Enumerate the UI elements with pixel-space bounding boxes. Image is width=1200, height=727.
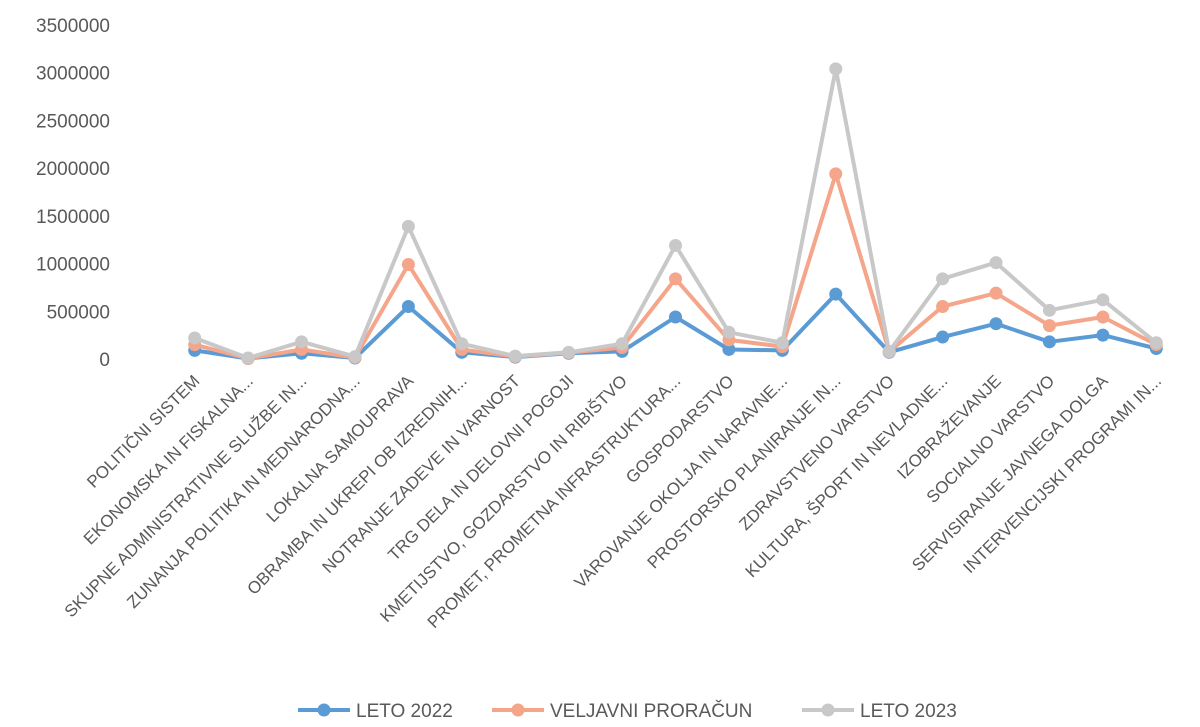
data-point bbox=[1042, 303, 1056, 317]
data-point bbox=[669, 272, 682, 286]
data-point bbox=[989, 256, 1003, 270]
legend: LETO 2022 VELJAVNI PRORAČUN LETO 2023 bbox=[298, 700, 957, 722]
y-tick-label: 2000000 bbox=[36, 159, 110, 180]
data-point bbox=[669, 310, 682, 324]
data-point bbox=[775, 336, 789, 350]
legend-label-0: LETO 2022 bbox=[356, 701, 453, 722]
y-tick-label: 2500000 bbox=[36, 111, 110, 132]
data-point bbox=[989, 317, 1003, 331]
data-point bbox=[1042, 319, 1056, 333]
legend-label-2: LETO 2023 bbox=[860, 701, 957, 722]
data-point bbox=[1149, 336, 1163, 350]
series-layer bbox=[188, 62, 1163, 366]
x-tick-label: SKUPNE ADMINISTRATIVNE SLUŽBE IN... bbox=[61, 371, 311, 621]
x-tick-label: PROMET, PROMETNA INFRASTRUKTURA... bbox=[424, 371, 685, 632]
data-point bbox=[722, 342, 736, 356]
data-point bbox=[936, 330, 950, 344]
x-tick-label: NOTRANJE ZADEVE IN VARNOST bbox=[318, 371, 524, 577]
legend-marker-1 bbox=[511, 703, 525, 717]
y-tick-label: 1000000 bbox=[36, 255, 110, 276]
data-point bbox=[241, 351, 255, 365]
y-tick-label: 3000000 bbox=[36, 64, 110, 85]
legend-marker-0 bbox=[317, 703, 331, 717]
data-point bbox=[882, 344, 896, 358]
data-point bbox=[562, 345, 576, 359]
data-point bbox=[669, 238, 682, 252]
y-axis: 0 500000 1000000 1500000 2000000 2500000 30000… bbox=[36, 16, 110, 371]
data-point bbox=[1096, 293, 1110, 307]
data-point bbox=[829, 62, 843, 76]
data-point bbox=[1096, 328, 1110, 342]
data-point bbox=[829, 167, 843, 181]
y-tick-label: 1500000 bbox=[36, 207, 110, 228]
data-point bbox=[1042, 335, 1056, 349]
data-point bbox=[401, 300, 415, 314]
data-point bbox=[722, 325, 736, 339]
data-point bbox=[936, 272, 950, 286]
x-tick-label: INTERVENCIJSKI PROGRAMI IN... bbox=[960, 371, 1166, 577]
data-point bbox=[615, 337, 629, 351]
data-point bbox=[829, 287, 843, 301]
data-point bbox=[1096, 310, 1110, 324]
data-point bbox=[295, 335, 309, 349]
legend-marker-2 bbox=[821, 703, 835, 717]
x-tick-label: SERVISIRANJE JAVNEGA DOLGA bbox=[908, 371, 1112, 575]
data-point bbox=[936, 300, 950, 314]
data-point bbox=[508, 349, 522, 363]
data-point bbox=[989, 286, 1003, 300]
data-point bbox=[401, 258, 415, 272]
y-tick-label: 3500000 bbox=[36, 16, 110, 37]
y-tick-label: 500000 bbox=[47, 302, 110, 323]
x-tick-label: KMETIJSTVO, GOZDARSTVO IN RIBIŠTVO bbox=[376, 371, 631, 626]
y-tick-label: 0 bbox=[99, 350, 110, 371]
data-point bbox=[348, 350, 362, 364]
data-point bbox=[188, 331, 202, 345]
legend-label-1: VELJAVNI PRORAČUN bbox=[550, 700, 752, 722]
x-tick-label: PROSTORSKO PLANIRANJE IN... bbox=[644, 371, 845, 572]
data-point bbox=[401, 219, 415, 233]
data-point bbox=[455, 337, 469, 351]
